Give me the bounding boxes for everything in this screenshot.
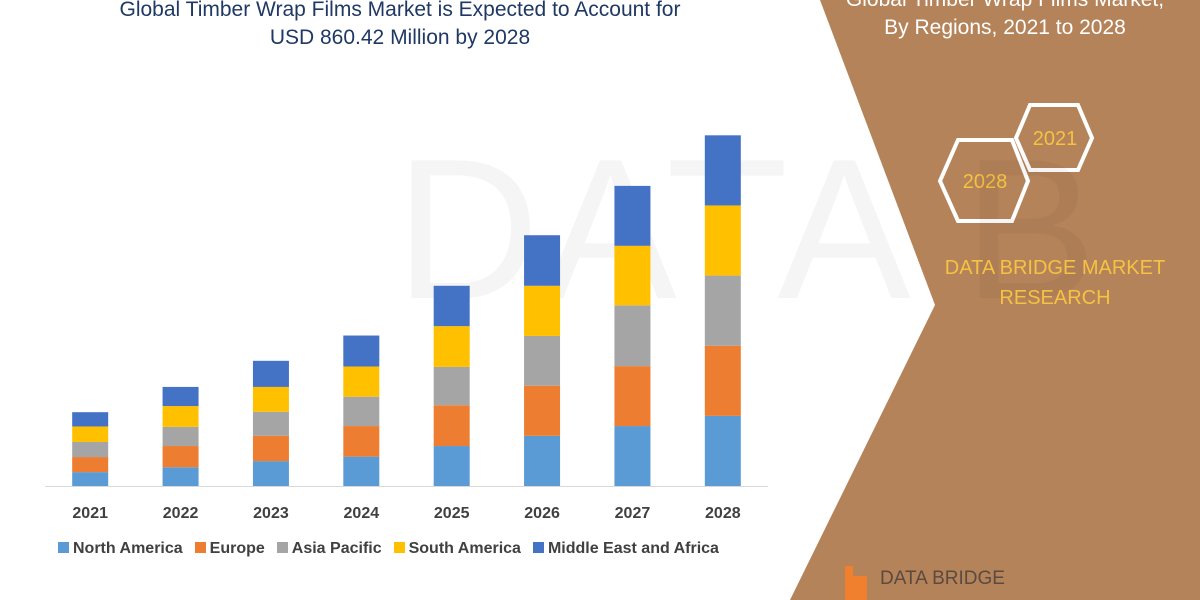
hex-label-2028: 2028 bbox=[963, 171, 1008, 193]
bar-segment-2026-3 bbox=[524, 285, 561, 336]
legend-item: Middle East and Africa bbox=[532, 540, 719, 558]
bar-segment-2028-0 bbox=[704, 415, 741, 486]
side-title-line-1: Global Timber Wrap Films Market, bbox=[800, 0, 1200, 14]
bar-segment-2023-0 bbox=[252, 461, 289, 486]
bar-segment-2022-1 bbox=[162, 446, 199, 468]
bar-segment-2024-2 bbox=[343, 396, 380, 427]
bar-segment-2027-1 bbox=[614, 366, 651, 427]
x-tick-label: 2026 bbox=[524, 505, 560, 522]
legend-item: Europe bbox=[194, 540, 265, 558]
x-tick-label: 2022 bbox=[163, 505, 199, 522]
bar-segment-2026-4 bbox=[524, 235, 561, 286]
x-tick-label: 2025 bbox=[434, 505, 470, 522]
legend-item: North America bbox=[58, 540, 183, 558]
bar-segment-2026-2 bbox=[524, 335, 561, 386]
bar-segment-2025-1 bbox=[433, 405, 470, 447]
title-line-2: USD 860.42 Million by 2028 bbox=[269, 26, 531, 49]
legend-label: North America bbox=[73, 540, 183, 557]
legend-swatch bbox=[194, 542, 206, 553]
bar-segment-2023-1 bbox=[252, 435, 289, 462]
hexagon-2021 bbox=[1013, 103, 1095, 172]
bar-segment-2021-3 bbox=[72, 426, 109, 442]
bar-segment-2024-3 bbox=[343, 366, 380, 397]
legend-swatch bbox=[276, 542, 288, 553]
bar-segment-2021-1 bbox=[72, 457, 109, 473]
bar-segment-2027-4 bbox=[614, 185, 651, 246]
bar-segment-2022-2 bbox=[162, 426, 199, 447]
bar-segment-2023-3 bbox=[252, 386, 289, 412]
logo-text: DATA BRIDGE bbox=[880, 568, 1005, 589]
bar-segment-2021-0 bbox=[72, 472, 109, 486]
legend-item: South America bbox=[393, 540, 521, 558]
legend-label: Europe bbox=[209, 540, 265, 557]
legend-swatch bbox=[532, 542, 544, 553]
bar-segment-2025-3 bbox=[433, 326, 470, 367]
bar-segment-2023-2 bbox=[252, 411, 289, 436]
side-title: Global Timber Wrap Films Market, By Regi… bbox=[800, 0, 1200, 42]
bar-segment-2021-4 bbox=[72, 412, 109, 427]
bar-segment-2022-0 bbox=[162, 467, 199, 486]
bar-segment-2028-2 bbox=[704, 275, 741, 346]
bar-segment-2024-1 bbox=[343, 426, 380, 457]
legend-swatch bbox=[393, 542, 405, 553]
x-tick-label: 2024 bbox=[344, 505, 380, 522]
x-tick-label: 2028 bbox=[705, 505, 741, 522]
bar-segment-2027-0 bbox=[614, 426, 651, 486]
brand-text: DATA BRIDGE MARKET RESEARCH bbox=[910, 253, 1200, 313]
bar-segment-2022-3 bbox=[162, 406, 199, 427]
legend-label: Asia Pacific bbox=[291, 540, 382, 557]
stacked-bar-chart: 2021 2022 2023 2024 2025 2026 2027 2028 bbox=[45, 135, 768, 522]
bar-segment-2025-4 bbox=[433, 285, 470, 327]
hexagon-2028 bbox=[937, 138, 1031, 223]
bar-segment-2022-4 bbox=[162, 386, 199, 407]
legend: North America Europe Asia Pacific South Ame… bbox=[58, 540, 719, 558]
bar-segment-2027-3 bbox=[614, 245, 651, 306]
x-tick-label: 2027 bbox=[615, 505, 651, 522]
bar-segment-2027-2 bbox=[614, 305, 651, 367]
brand-line-2: RESEARCH bbox=[999, 287, 1111, 309]
legend-label: South America bbox=[408, 540, 521, 557]
title-line-1: Global Timber Wrap Films Market is Expec… bbox=[119, 0, 681, 21]
hex-label-2021: 2021 bbox=[1033, 128, 1078, 150]
side-panel bbox=[790, 0, 1200, 600]
bar-segment-2024-4 bbox=[343, 335, 380, 367]
bar-segment-2024-0 bbox=[343, 456, 380, 486]
bar-segment-2028-3 bbox=[704, 205, 741, 276]
legend-label: Middle East and Africa bbox=[547, 540, 719, 557]
bar-segment-2028-1 bbox=[704, 345, 741, 416]
bar-segment-2023-4 bbox=[252, 360, 289, 387]
logo-icon bbox=[845, 566, 867, 600]
legend-item: Asia Pacific bbox=[276, 540, 382, 558]
legend-swatch bbox=[58, 542, 69, 553]
bar-segment-2026-0 bbox=[524, 435, 561, 486]
bar-segment-2028-4 bbox=[704, 135, 741, 206]
x-tick-label: 2023 bbox=[253, 505, 289, 522]
bar-segment-2026-1 bbox=[524, 385, 561, 436]
chart-title: Global Timber Wrap Films Market is Expec… bbox=[0, 0, 800, 52]
bar-segment-2025-2 bbox=[433, 366, 470, 406]
bar-segment-2025-0 bbox=[433, 446, 470, 486]
brand-line-1: DATA BRIDGE MARKET bbox=[944, 257, 1166, 279]
side-title-line-2: By Regions, 2021 to 2028 bbox=[884, 16, 1126, 39]
x-tick-label: 2021 bbox=[72, 505, 108, 522]
bar-segment-2021-2 bbox=[72, 441, 109, 458]
